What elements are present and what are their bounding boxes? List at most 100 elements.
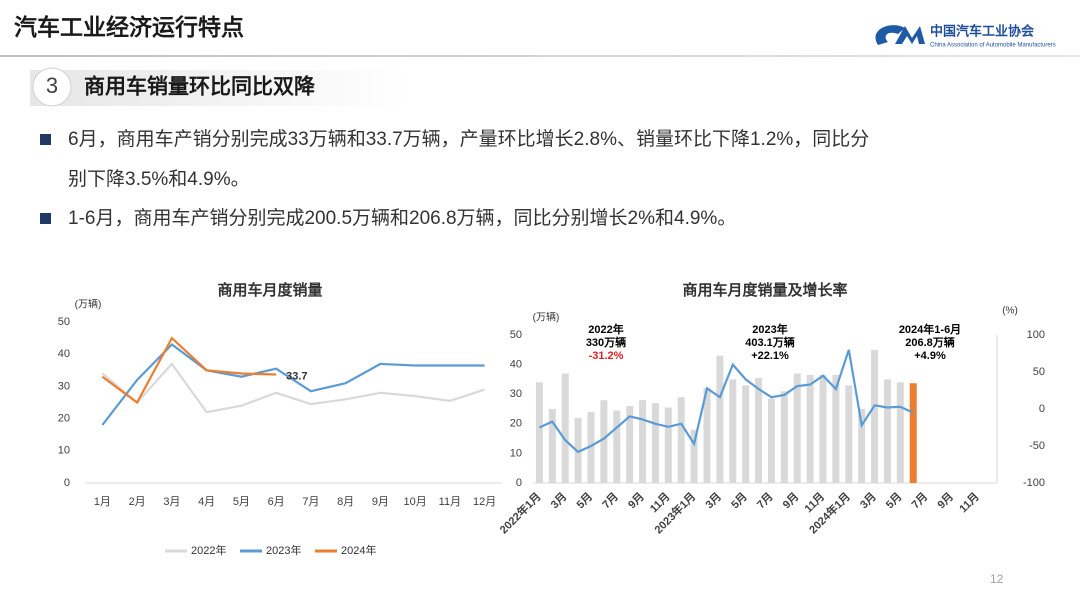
x-tick-label: 9月 — [625, 490, 646, 511]
annotation: 403.1万辆 — [745, 335, 795, 349]
chart-title: 商用车月度销量及增长率 — [682, 281, 847, 299]
x-tick-label: 7月 — [754, 490, 775, 511]
y-tick-label: 10 — [510, 447, 522, 459]
x-tick-label: 3月 — [548, 490, 569, 511]
bar — [806, 374, 814, 483]
y2-axis-unit: (%) — [1002, 306, 1018, 317]
x-tick-label: 2月 — [129, 496, 146, 508]
y-tick-label: 40 — [510, 359, 522, 371]
bar — [548, 409, 556, 483]
bullet-marker — [40, 213, 51, 224]
x-tick-label: 7月 — [302, 496, 319, 508]
section-band — [30, 70, 410, 106]
x-tick-label: 12月 — [473, 496, 496, 508]
x-tick-label: 1月 — [94, 496, 111, 508]
section-number: 3 — [46, 73, 58, 98]
y-tick-label: 30 — [510, 388, 522, 400]
y-tick-label: 30 — [58, 380, 70, 392]
annotation: +22.1% — [751, 350, 789, 362]
bar — [613, 410, 621, 483]
bar — [909, 383, 917, 483]
x-tick-label: 4月 — [198, 496, 215, 508]
bar — [845, 385, 853, 483]
section-title: 商用车销量环比同比双降 — [84, 75, 316, 99]
x-tick-label: 11月 — [439, 496, 461, 508]
y-tick-label: 0 — [64, 477, 70, 489]
bar — [626, 406, 634, 483]
bar — [793, 373, 801, 483]
x-tick-label: 9月 — [935, 490, 956, 511]
org-name: 中国汽车工业协会 — [930, 23, 1035, 38]
bar — [716, 355, 724, 483]
x-tick-label: 5月 — [233, 496, 250, 508]
header-rule — [0, 55, 1080, 57]
bar — [587, 411, 595, 483]
bar — [677, 397, 685, 483]
bullet-marker — [40, 134, 51, 145]
bar — [767, 398, 775, 483]
page-number: 12 — [990, 572, 1004, 586]
bar — [703, 388, 711, 483]
bar — [871, 349, 879, 483]
x-tick-label: 10月 — [404, 496, 427, 508]
chart-title: 商用车月度销量 — [217, 281, 322, 299]
bar — [858, 409, 866, 483]
bar — [690, 429, 698, 483]
y-tick-label: 0 — [516, 477, 522, 489]
y-axis-unit: (万辆) — [533, 311, 560, 324]
bar — [664, 407, 672, 483]
series-line — [101, 343, 485, 426]
bar — [561, 373, 569, 483]
y2-tick-label: -100 — [1023, 477, 1045, 489]
bar — [883, 379, 891, 483]
legend-label: 2022年 — [191, 543, 226, 557]
x-tick-label: 9月 — [780, 490, 801, 511]
annotation: 2024年1-6月 — [899, 322, 961, 336]
bar — [742, 385, 750, 483]
x-tick-label: 11月 — [957, 490, 982, 515]
legend-label: 2023年 — [266, 543, 301, 557]
bar — [535, 382, 543, 483]
bar — [729, 379, 737, 483]
y-tick-label: 20 — [58, 413, 70, 425]
y-tick-label: 20 — [510, 418, 522, 430]
bullet-text: 6月，商用车产销分别完成33万辆和33.7万辆，产量环比增长2.8%、销量环比下… — [68, 128, 869, 150]
y-tick-label: 10 — [58, 445, 70, 457]
header-title: 汽车工业经济运行特点 — [14, 14, 244, 40]
x-tick-label: 3月 — [857, 490, 878, 511]
bar — [819, 374, 827, 483]
annotation: 2023年 — [752, 322, 787, 336]
x-tick-label: 5月 — [574, 490, 595, 511]
y2-tick-label: 50 — [1033, 366, 1045, 378]
bar — [600, 400, 608, 483]
annotation: -31.2% — [589, 350, 624, 362]
bar — [832, 374, 840, 483]
y-tick-label: 50 — [58, 316, 70, 328]
annotation: 206.8万辆 — [905, 335, 955, 349]
bar — [639, 400, 647, 483]
x-tick-label: 5月 — [729, 490, 750, 511]
y-tick-label: 50 — [510, 329, 522, 341]
x-tick-label: 6月 — [268, 496, 285, 508]
bullet-text: 别下降3.5%和4.9%。 — [68, 168, 250, 190]
annotation: +4.9% — [914, 350, 946, 362]
x-tick-label: 5月 — [883, 490, 904, 511]
x-tick-label: 7月 — [909, 490, 930, 511]
y2-tick-label: 100 — [1027, 329, 1045, 341]
y-tick-label: 40 — [58, 348, 70, 360]
bar — [780, 391, 788, 483]
bar — [651, 403, 659, 483]
org-name-en: China Association of Automobile Manufact… — [930, 43, 1056, 49]
x-tick-label: 3月 — [163, 496, 180, 508]
series-line — [101, 362, 485, 414]
bar — [755, 377, 763, 483]
bar — [896, 382, 904, 483]
growth-line — [538, 349, 914, 454]
x-tick-label: 8月 — [337, 496, 354, 508]
y2-tick-label: -50 — [1029, 440, 1045, 452]
logo-mark — [875, 25, 925, 45]
y2-tick-label: 0 — [1039, 403, 1045, 415]
annotation: 330万辆 — [586, 335, 626, 349]
bullet-text: 1-6月，商用车产销分别完成200.5万辆和206.8万辆，同比分别增长2%和4… — [68, 207, 736, 229]
